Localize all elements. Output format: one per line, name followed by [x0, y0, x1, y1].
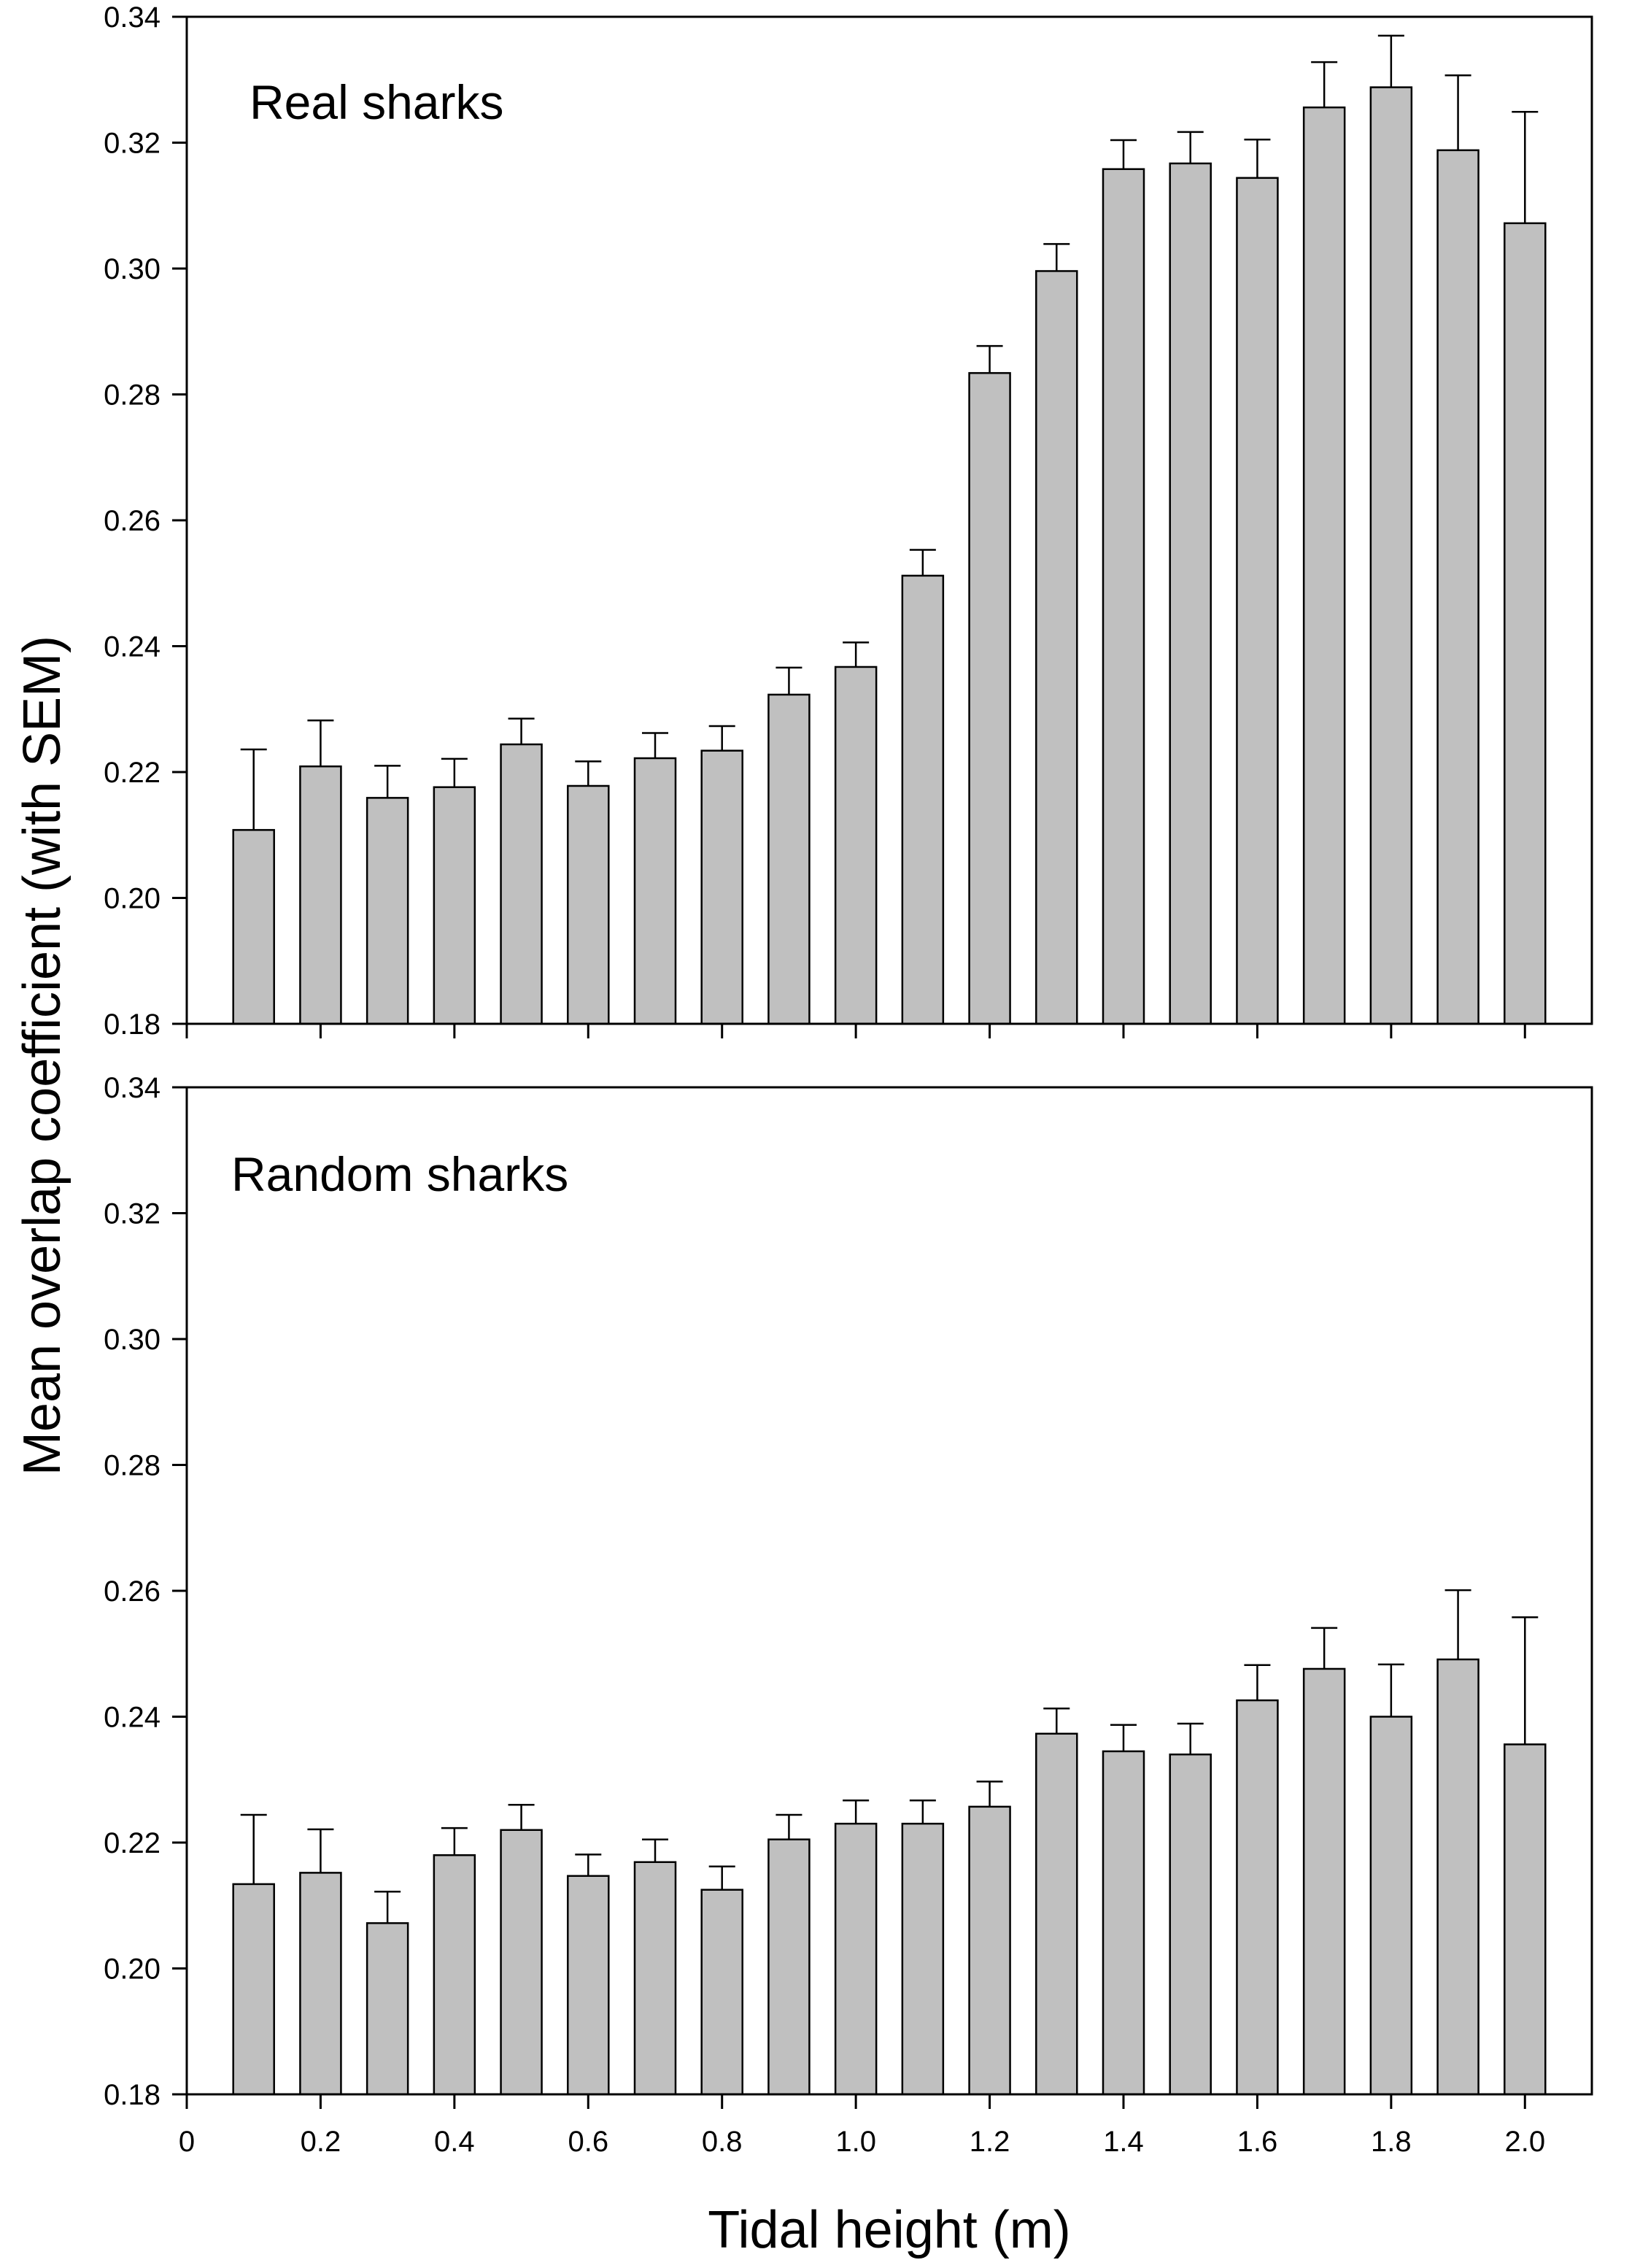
x-tick-label: 0.2	[301, 2126, 341, 2158]
bar	[968, 371, 1011, 1025]
bar	[433, 786, 476, 1025]
bar	[1035, 1732, 1078, 2096]
y-tick-label: 0.20	[104, 883, 160, 915]
panel-real-sharks: 0.18 0.20 0.22 0.24 0.26 0.28 0.30 0.32 0.34 Real…	[104, 1, 1593, 1041]
bar	[633, 757, 677, 1025]
y-tick-label: 0.28	[104, 1450, 160, 1482]
bar	[1369, 86, 1413, 1025]
bar	[767, 693, 811, 1025]
y-tick-label: 0.26	[104, 1575, 160, 1608]
bar	[1302, 106, 1346, 1025]
x-tick-label: 1.0	[835, 2126, 876, 2158]
x-axis-title: Tidal height (m)	[708, 2201, 1071, 2259]
bar	[1035, 270, 1078, 1025]
bar	[968, 1805, 1011, 2096]
y-tick-label: 0.18	[104, 2079, 160, 2111]
bar	[1236, 1699, 1279, 2096]
y-tick-label: 0.34	[104, 1072, 160, 1104]
x-tick-label: 1.4	[1103, 2126, 1144, 2158]
y-tick-label: 0.22	[104, 757, 160, 789]
y-tick-label: 0.24	[104, 1702, 160, 1734]
bar	[1504, 222, 1547, 1025]
bar	[567, 1875, 610, 2096]
bar	[567, 784, 610, 1025]
bar	[299, 765, 342, 1025]
panel-label: Random sharks	[231, 1147, 568, 1201]
x-tick-label: 1.6	[1237, 2126, 1278, 2158]
y-axis-title: Mean overlap coefficient (with SEM)	[13, 636, 71, 1476]
bar	[700, 749, 743, 1025]
x-tick-label: 0	[179, 2126, 195, 2158]
y-tick-label: 0.22	[104, 1827, 160, 1859]
x-tick-label: 1.2	[970, 2126, 1010, 2158]
bar	[1102, 1750, 1145, 2096]
y-tick-label: 0.30	[104, 1324, 160, 1356]
bar	[700, 1889, 743, 2096]
bar	[633, 1861, 677, 2096]
y-tick-label: 0.18	[104, 1008, 160, 1041]
bar	[433, 1854, 476, 2096]
x-tick-label: 0.6	[568, 2126, 608, 2158]
y-tick-label: 0.26	[104, 505, 160, 537]
bar	[1436, 1658, 1480, 2096]
y-tick-label: 0.32	[104, 128, 160, 160]
bar	[834, 1822, 878, 2096]
bar	[1504, 1743, 1547, 2096]
x-tick-label: 0.8	[702, 2126, 743, 2158]
bar	[500, 1829, 543, 2096]
bar	[1369, 1716, 1413, 2096]
bar	[1302, 1667, 1346, 2096]
bar	[299, 1872, 342, 2096]
panel-random-sharks: 0.18 0.20 0.22 0.24 0.26 0.28 0.30 0.32 0.34 0 0.2…	[104, 1072, 1593, 2158]
y-tick-label: 0.24	[104, 631, 160, 663]
panel-label: Real sharks	[250, 75, 503, 129]
bar	[365, 797, 409, 1025]
bar	[232, 829, 275, 1025]
bar	[365, 1922, 409, 2096]
bar	[1169, 1754, 1212, 2096]
bar	[232, 1883, 275, 2096]
y-tick-label: 0.20	[104, 1953, 160, 1986]
y-tick-label: 0.34	[104, 1, 160, 34]
bar	[1102, 168, 1145, 1025]
y-tick-label: 0.32	[104, 1198, 160, 1230]
bar	[834, 666, 878, 1025]
bar	[1436, 149, 1480, 1025]
y-tick-label: 0.30	[104, 253, 160, 285]
y-tick-label: 0.28	[104, 379, 160, 412]
bar	[901, 574, 945, 1025]
bar	[1236, 177, 1279, 1025]
bar	[1169, 162, 1212, 1025]
x-tick-label: 1.8	[1371, 2126, 1412, 2158]
x-tick-label: 0.4	[434, 2126, 475, 2158]
x-tick-label: 2.0	[1504, 2126, 1545, 2158]
bar	[767, 1838, 811, 2096]
bar	[901, 1822, 945, 2096]
bar	[500, 743, 543, 1025]
